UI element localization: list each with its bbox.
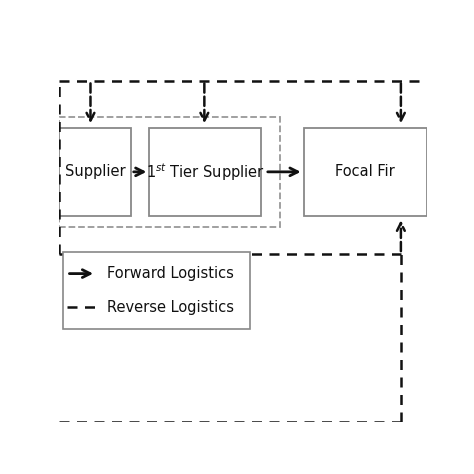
Text: Forward Logistics: Forward Logistics (107, 266, 234, 281)
Text: Reverse Logistics: Reverse Logistics (107, 300, 234, 315)
Bar (149, 128, 261, 216)
Bar (59, 117, 280, 227)
Bar (59, 128, 131, 216)
Text: Supplier: Supplier (65, 164, 126, 179)
Text: Focal Fir: Focal Fir (335, 164, 395, 179)
Bar (63, 252, 250, 329)
Bar (303, 128, 427, 216)
Text: 1$^{st}$ Tier Supplier: 1$^{st}$ Tier Supplier (146, 161, 265, 182)
